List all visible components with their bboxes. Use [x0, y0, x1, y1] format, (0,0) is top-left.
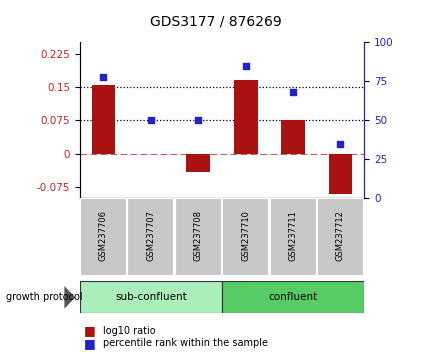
Text: growth protocol: growth protocol: [6, 292, 83, 302]
Point: [194, 118, 201, 123]
Text: GSM237712: GSM237712: [335, 210, 344, 261]
Text: GSM237708: GSM237708: [194, 210, 202, 261]
Bar: [328, 154, 351, 194]
Point: [289, 90, 296, 95]
Text: percentile rank within the sample: percentile rank within the sample: [103, 338, 268, 348]
FancyBboxPatch shape: [80, 198, 126, 276]
FancyBboxPatch shape: [127, 198, 174, 276]
FancyBboxPatch shape: [221, 281, 363, 313]
Point: [242, 63, 249, 69]
Text: ■: ■: [84, 325, 95, 337]
Text: GSM237710: GSM237710: [241, 210, 249, 261]
Bar: [91, 85, 115, 154]
FancyBboxPatch shape: [316, 198, 363, 276]
FancyBboxPatch shape: [175, 198, 221, 276]
Bar: [233, 80, 257, 154]
Text: confluent: confluent: [268, 292, 317, 302]
Text: GSM237707: GSM237707: [146, 210, 155, 261]
FancyBboxPatch shape: [80, 281, 221, 313]
Point: [147, 118, 154, 123]
Point: [336, 141, 343, 147]
Text: sub-confluent: sub-confluent: [115, 292, 186, 302]
Text: GDS3177 / 876269: GDS3177 / 876269: [149, 14, 281, 28]
Bar: [280, 120, 304, 154]
Text: log10 ratio: log10 ratio: [103, 326, 156, 336]
Text: GSM237706: GSM237706: [99, 210, 108, 261]
Text: ■: ■: [84, 337, 95, 350]
Point: [100, 74, 107, 80]
FancyBboxPatch shape: [269, 198, 316, 276]
Bar: [186, 154, 209, 172]
Text: GSM237711: GSM237711: [288, 210, 297, 261]
FancyBboxPatch shape: [222, 198, 268, 276]
Polygon shape: [64, 286, 75, 309]
